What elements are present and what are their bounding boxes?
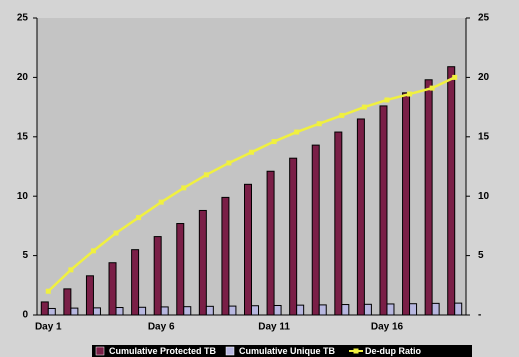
y-tick-label: 20 (17, 72, 29, 83)
y-tick-label: 5 (22, 250, 28, 261)
ratio-marker (90, 248, 96, 254)
y2-tick-label: 10 (478, 191, 490, 202)
ratio-marker (384, 97, 390, 103)
x-tick-label: Day 6 (148, 322, 175, 333)
bar (221, 196, 230, 316)
y-tick-label: 25 (17, 13, 29, 24)
y2-tick-label: 25 (478, 13, 490, 24)
y-tick-label: 10 (17, 191, 29, 202)
ratio-marker (68, 267, 74, 273)
ratio-marker (452, 74, 458, 80)
bar (108, 262, 117, 316)
bar (63, 288, 72, 316)
bar (363, 303, 372, 316)
bar (334, 131, 343, 316)
bar (424, 79, 433, 316)
bar (70, 307, 79, 316)
bar (447, 66, 456, 316)
bar (431, 302, 440, 316)
bar (296, 304, 305, 316)
ratio-marker (226, 160, 232, 166)
bar (386, 303, 395, 316)
ratio-marker (181, 185, 187, 191)
y-tick-label: 0 (22, 310, 28, 321)
ratio-marker (158, 199, 164, 205)
ratio-marker (339, 112, 345, 118)
bar (273, 304, 282, 316)
legend-swatch (225, 346, 235, 356)
bar (92, 307, 101, 316)
ratio-marker (271, 139, 277, 145)
legend-label: Cumulative Protected TB (109, 346, 217, 356)
bar (153, 236, 162, 316)
legend-marker (353, 348, 359, 354)
ratio-marker (203, 172, 209, 178)
bar (341, 304, 350, 316)
bar (379, 105, 388, 316)
bar (318, 304, 327, 316)
ratio-marker (316, 121, 322, 127)
bar (244, 183, 252, 316)
bar (205, 305, 214, 316)
ratio-marker (249, 149, 254, 155)
bar (198, 209, 207, 316)
ratio-marker (361, 104, 367, 110)
bar (115, 307, 124, 316)
ratio-marker (407, 91, 413, 97)
bar (228, 305, 237, 316)
ratio-marker (294, 129, 300, 135)
legend-swatch (95, 346, 105, 356)
x-tick-label: Day 11 (258, 322, 290, 333)
ratio-marker (429, 85, 435, 91)
ratio-marker (136, 215, 142, 221)
bar (454, 302, 463, 316)
x-tick-label: Day 1 (35, 322, 62, 333)
legend-box (92, 345, 472, 357)
bar (160, 306, 169, 316)
bar (266, 170, 275, 316)
bar (409, 303, 418, 316)
bar (40, 301, 49, 316)
y2-tick-label: 5 (478, 250, 484, 261)
y-tick-label: 15 (17, 131, 29, 142)
legend-label: Cumulative Unique TB (239, 346, 336, 356)
bar (131, 249, 140, 316)
y2-tick-label: - (478, 310, 481, 321)
bar (47, 307, 56, 316)
bar (289, 157, 298, 316)
y2-tick-label: 15 (478, 131, 490, 142)
ratio-marker (113, 230, 119, 236)
legend: Cumulative Protected TB Cumulative Unique… (92, 345, 472, 357)
bar (176, 223, 185, 316)
ratio-marker (45, 288, 51, 294)
bar (356, 118, 365, 316)
bar (85, 275, 94, 316)
bar (183, 306, 192, 316)
y2-tick-label: 20 (478, 72, 490, 83)
legend-label: De-dup Ratio (365, 346, 421, 356)
bar (402, 92, 411, 316)
x-tick-label: Day 16 (371, 322, 404, 333)
bar (251, 305, 259, 316)
bar (138, 306, 147, 316)
bar (311, 144, 320, 316)
